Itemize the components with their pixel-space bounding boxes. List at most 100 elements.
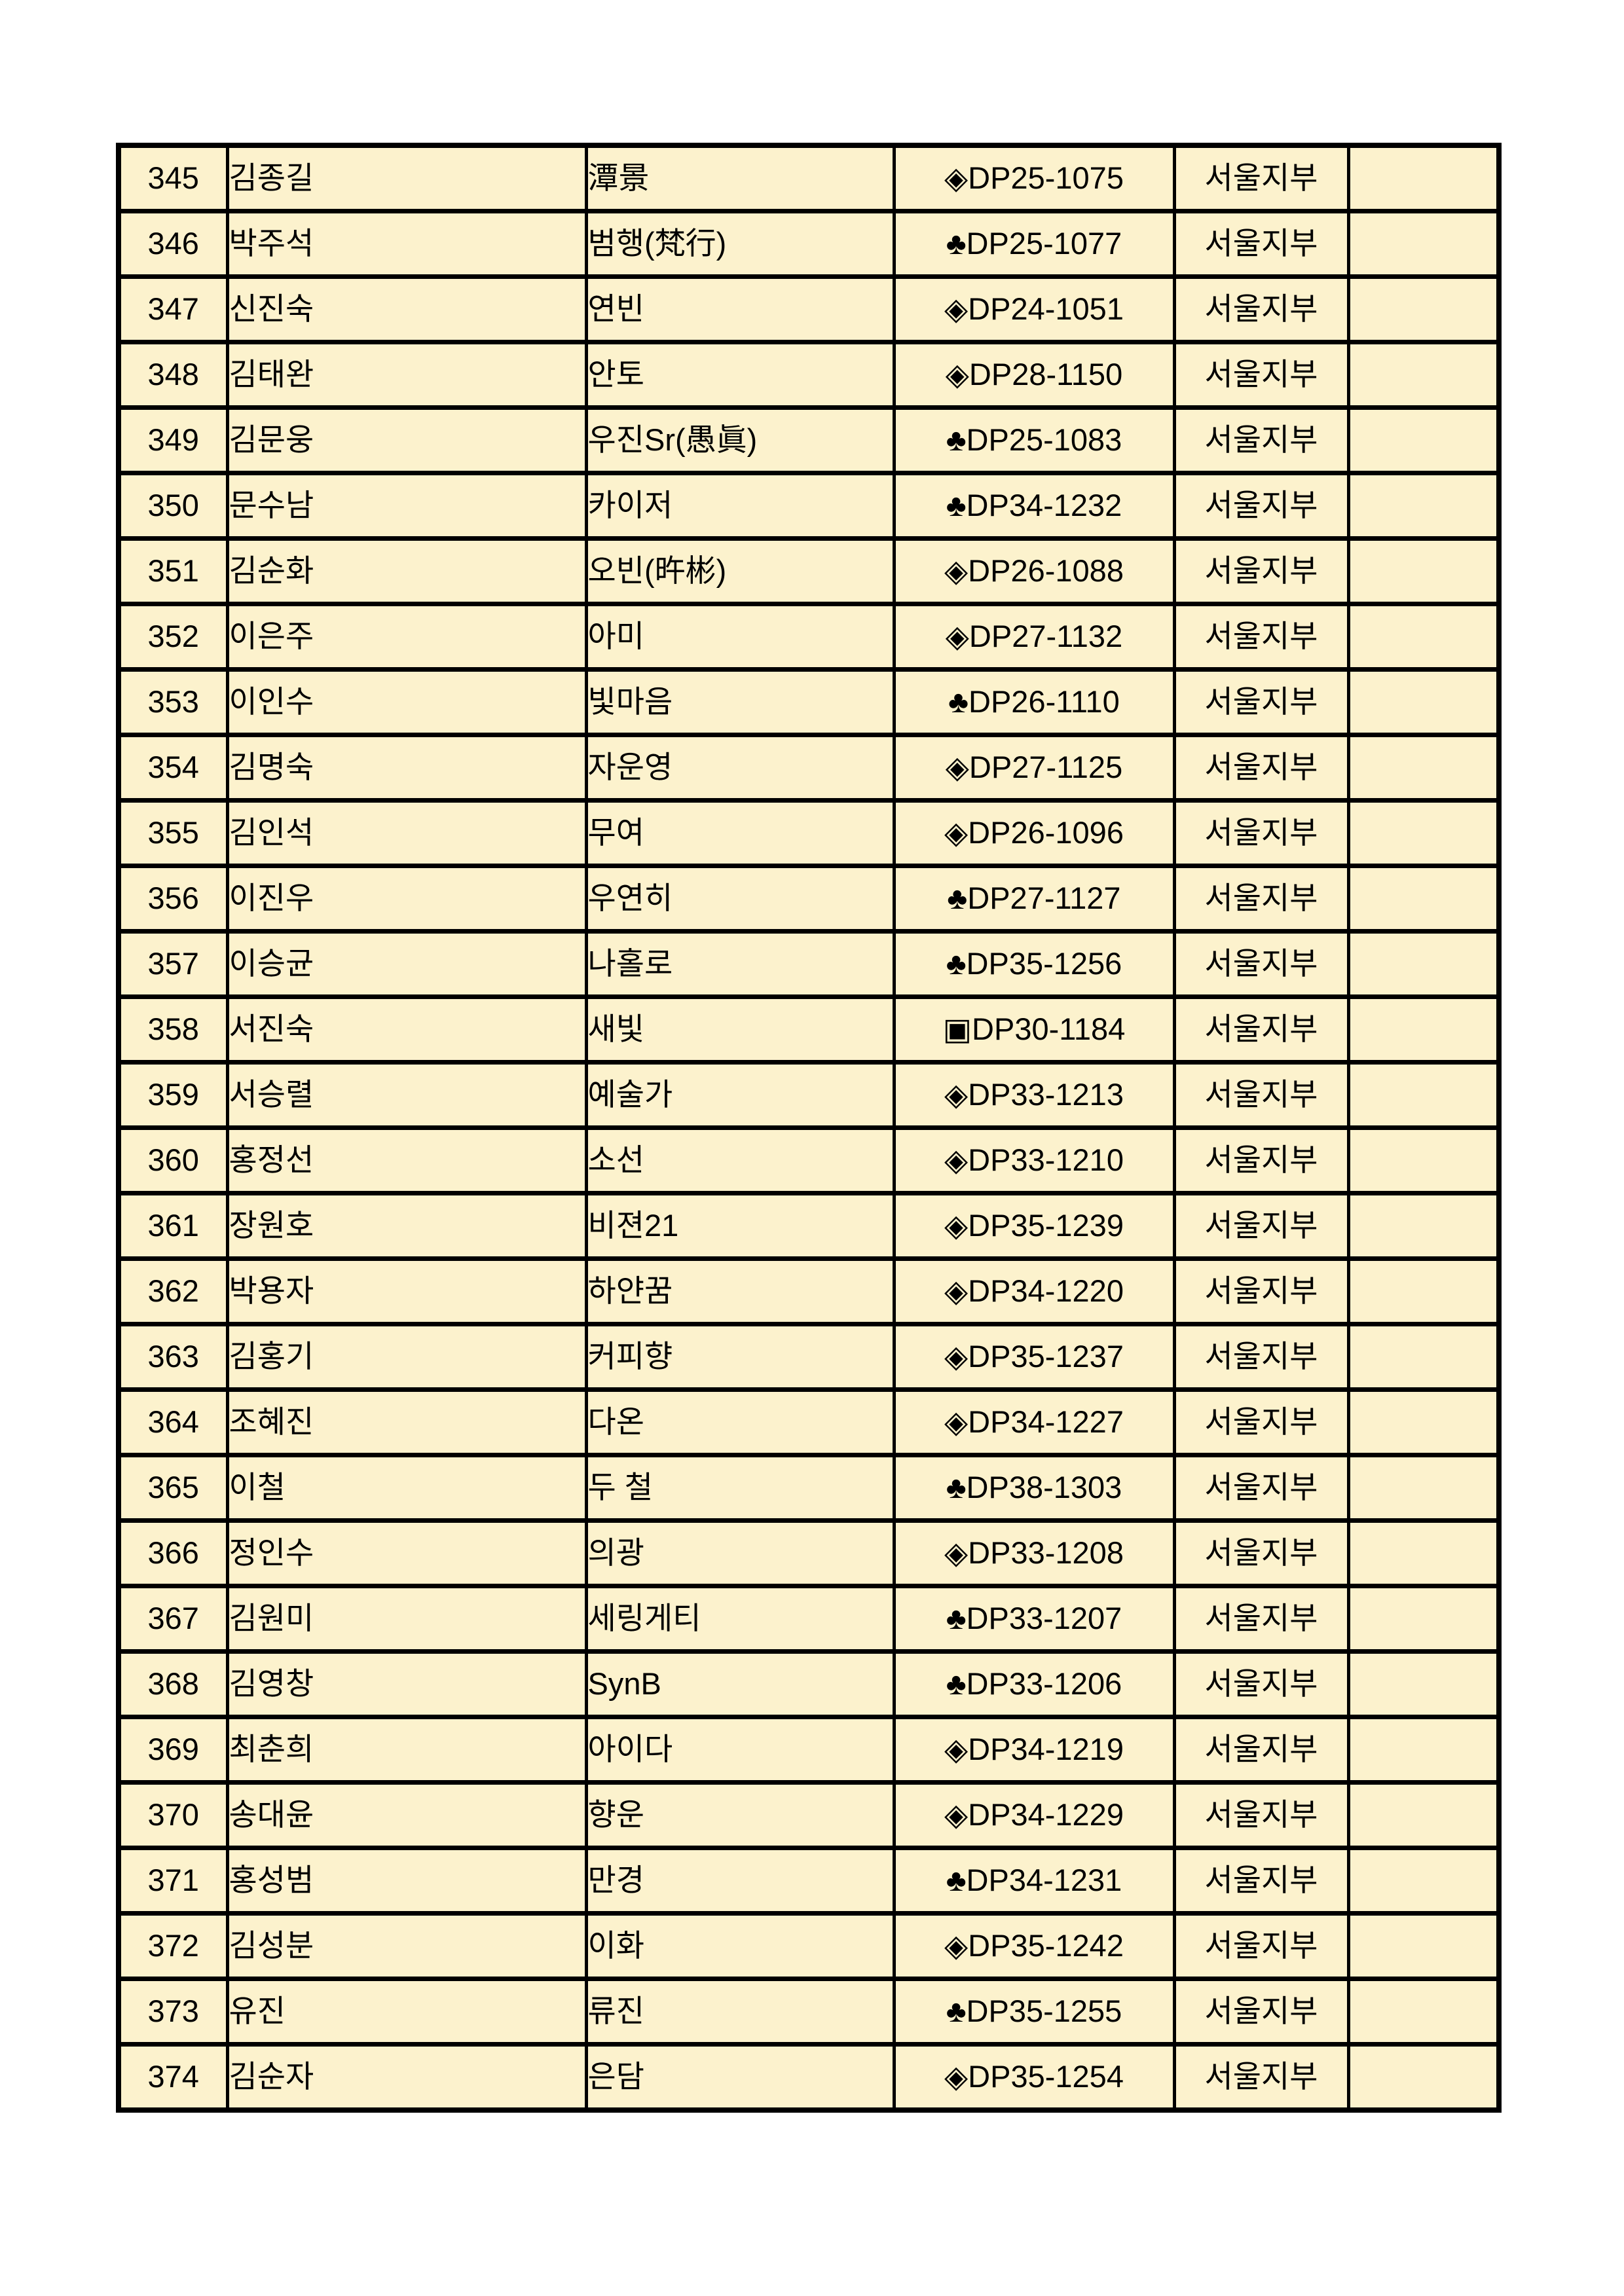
table-row: 352 이은주 아미 ◈DP27-1132 서울지부 xyxy=(117,602,1501,672)
nickname-cell: 소선 xyxy=(584,1125,896,1195)
name-cell: 김순자 xyxy=(225,2042,588,2113)
nickname-cell: 아미 xyxy=(584,602,896,672)
name-cell: 이승균 xyxy=(225,929,588,999)
code-cell: ♣DP35-1255 xyxy=(892,1977,1176,2047)
branch-cell: 서울지부 xyxy=(1172,1125,1350,1195)
table-row: 359 서승렬 예술가 ◈DP33-1213 서울지부 xyxy=(117,1060,1501,1130)
table-row: 354 김명숙 자운영 ◈DP27-1125 서울지부 xyxy=(117,733,1501,803)
table-row: 348 김태완 안토 ◈DP28-1150 서울지부 xyxy=(117,340,1501,410)
code-cell: ◈DP24-1051 xyxy=(892,274,1176,344)
row-number-cell: 348 xyxy=(117,340,229,410)
name-cell: 송대윤 xyxy=(225,1780,588,1850)
table-row: 353 이인수 빛마음 ♣DP26-1110 서울지부 xyxy=(117,667,1501,737)
name-cell: 홍성범 xyxy=(225,1846,588,1916)
empty-cell xyxy=(1346,1453,1501,1523)
branch-cell: 서울지부 xyxy=(1172,733,1350,803)
code-cell: ◈DP35-1239 xyxy=(892,1191,1176,1261)
row-number-cell: 368 xyxy=(117,1649,229,1719)
branch-cell: 서울지부 xyxy=(1172,1453,1350,1523)
name-cell: 이진우 xyxy=(225,864,588,934)
code-cell: ◈DP33-1210 xyxy=(892,1125,1176,1195)
branch-cell: 서울지부 xyxy=(1172,209,1350,279)
table-row: 350 문수남 카이저 ♣DP34-1232 서울지부 xyxy=(117,471,1501,541)
membership-table: 345 김종길 潭景 ◈DP25-1075 서울지부 346 박주석 범행(梵行… xyxy=(116,143,1502,2113)
code-cell: ◈DP27-1125 xyxy=(892,733,1176,803)
empty-cell xyxy=(1346,1911,1501,1981)
branch-cell: 서울지부 xyxy=(1172,1649,1350,1719)
code-cell: ◈DP26-1088 xyxy=(892,536,1176,606)
nickname-cell: 나홀로 xyxy=(584,929,896,999)
empty-cell xyxy=(1346,1780,1501,1850)
table-row: 351 김순화 오빈(旿彬) ◈DP26-1088 서울지부 xyxy=(117,536,1501,606)
nickname-cell: 안토 xyxy=(584,340,896,410)
row-number-cell: 363 xyxy=(117,1322,229,1392)
name-cell: 김태완 xyxy=(225,340,588,410)
branch-cell: 서울지부 xyxy=(1172,1256,1350,1326)
nickname-cell: 무여 xyxy=(584,798,896,868)
table-row: 362 박용자 하얀꿈 ◈DP34-1220 서울지부 xyxy=(117,1256,1501,1326)
branch-cell: 서울지부 xyxy=(1172,471,1350,541)
row-number-cell: 346 xyxy=(117,209,229,279)
code-cell: ♣DP34-1232 xyxy=(892,471,1176,541)
code-cell: ◈DP34-1227 xyxy=(892,1387,1176,1457)
row-number-cell: 371 xyxy=(117,1846,229,1916)
code-cell: ◈DP25-1075 xyxy=(892,143,1176,213)
empty-cell xyxy=(1346,2042,1501,2113)
empty-cell xyxy=(1346,798,1501,868)
empty-cell xyxy=(1346,1715,1501,1785)
nickname-cell: 우연히 xyxy=(584,864,896,934)
name-cell: 박용자 xyxy=(225,1256,588,1326)
code-cell: ◈DP34-1220 xyxy=(892,1256,1176,1326)
name-cell: 조혜진 xyxy=(225,1387,588,1457)
branch-cell: 서울지부 xyxy=(1172,1060,1350,1130)
code-cell: ◈DP34-1229 xyxy=(892,1780,1176,1850)
empty-cell xyxy=(1346,733,1501,803)
row-number-cell: 352 xyxy=(117,602,229,672)
nickname-cell: 빛마음 xyxy=(584,667,896,737)
row-number-cell: 365 xyxy=(117,1453,229,1523)
code-cell: ♣DP25-1077 xyxy=(892,209,1176,279)
table-row: 372 김성분 이화 ◈DP35-1242 서울지부 xyxy=(117,1911,1501,1981)
row-number-cell: 374 xyxy=(117,2042,229,2113)
nickname-cell: 만경 xyxy=(584,1846,896,1916)
table-row: 370 송대윤 향운 ◈DP34-1229 서울지부 xyxy=(117,1780,1501,1850)
row-number-cell: 358 xyxy=(117,994,229,1065)
branch-cell: 서울지부 xyxy=(1172,1846,1350,1916)
nickname-cell: 은담 xyxy=(584,2042,896,2113)
name-cell: 홍정선 xyxy=(225,1125,588,1195)
empty-cell xyxy=(1346,209,1501,279)
nickname-cell: 향운 xyxy=(584,1780,896,1850)
name-cell: 김문웅 xyxy=(225,405,588,475)
code-cell: ♣DP38-1303 xyxy=(892,1453,1176,1523)
row-number-cell: 367 xyxy=(117,1584,229,1654)
branch-cell: 서울지부 xyxy=(1172,1780,1350,1850)
empty-cell xyxy=(1346,405,1501,475)
row-number-cell: 359 xyxy=(117,1060,229,1130)
nickname-cell: 예술가 xyxy=(584,1060,896,1130)
row-number-cell: 361 xyxy=(117,1191,229,1261)
empty-cell xyxy=(1346,1322,1501,1392)
table-row: 361 장원호 비젼21 ◈DP35-1239 서울지부 xyxy=(117,1191,1501,1261)
empty-cell xyxy=(1346,1060,1501,1130)
code-cell: ♣DP34-1231 xyxy=(892,1846,1176,1916)
row-number-cell: 369 xyxy=(117,1715,229,1785)
name-cell: 김원미 xyxy=(225,1584,588,1654)
empty-cell xyxy=(1346,1256,1501,1326)
nickname-cell: 새빛 xyxy=(584,994,896,1065)
empty-cell xyxy=(1346,1649,1501,1719)
name-cell: 김명숙 xyxy=(225,733,588,803)
name-cell: 김영창 xyxy=(225,1649,588,1719)
code-cell: ♣DP35-1256 xyxy=(892,929,1176,999)
row-number-cell: 366 xyxy=(117,1518,229,1588)
table-body: 345 김종길 潭景 ◈DP25-1075 서울지부 346 박주석 범행(梵行… xyxy=(117,143,1501,2113)
table-row: 371 홍성범 만경 ♣DP34-1231 서울지부 xyxy=(117,1846,1501,1916)
empty-cell xyxy=(1346,1584,1501,1654)
code-cell: ◈DP26-1096 xyxy=(892,798,1176,868)
empty-cell xyxy=(1346,274,1501,344)
branch-cell: 서울지부 xyxy=(1172,1191,1350,1261)
empty-cell xyxy=(1346,667,1501,737)
name-cell: 문수남 xyxy=(225,471,588,541)
empty-cell xyxy=(1346,536,1501,606)
name-cell: 김순화 xyxy=(225,536,588,606)
branch-cell: 서울지부 xyxy=(1172,994,1350,1065)
